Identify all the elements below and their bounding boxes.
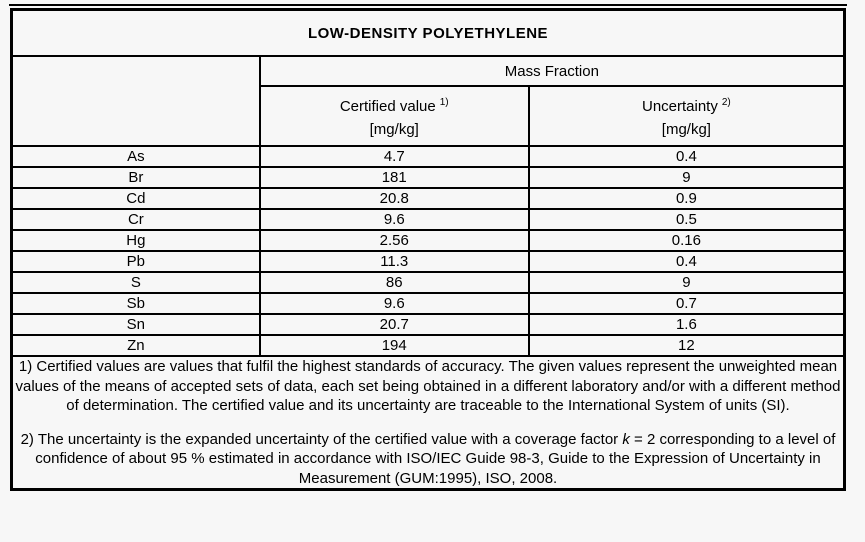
certified-value-cell: 194: [258, 334, 530, 357]
certified-value-label: Certified value: [339, 98, 436, 115]
footnote-1: 1) Certified values are values that fulf…: [15, 358, 841, 414]
uncertainty-cell: 9: [527, 166, 846, 189]
element-cell: Cd: [10, 187, 261, 210]
certified-value-cell: 86: [258, 271, 530, 294]
element-cell: Hg: [10, 229, 261, 252]
footnote-2-text-end: = 2 corresponding to a level of confiden…: [35, 430, 836, 487]
footnote-2-text-start: 2) The uncertainty is the expanded uncer…: [20, 430, 623, 448]
uncertainty-cell: 9: [527, 271, 846, 294]
table-row: Cd 20.8 0.9: [10, 187, 846, 210]
certified-value-cell: 2.56: [258, 229, 530, 252]
certified-value-header: Certified value 1) [mg/kg]: [258, 85, 530, 147]
uncertainty-cell: 0.16: [527, 229, 846, 252]
table-row: Br 181 9: [10, 166, 846, 189]
title-row: LOW-DENSITY POLYETHYLENE: [10, 8, 846, 57]
table-row: Pb 11.3 0.4: [10, 250, 846, 273]
certified-value-cell: 4.7: [258, 145, 530, 168]
table-row: As 4.7 0.4: [10, 145, 846, 168]
element-cell: Pb: [10, 250, 261, 273]
uncertainty-cell: 0.5: [527, 208, 846, 231]
table-row: S 86 9: [10, 271, 846, 294]
certified-value-cell: 181: [258, 166, 530, 189]
element-cell: S: [10, 271, 261, 294]
certified-value-cell: 9.6: [258, 208, 530, 231]
uncertainty-cell: 0.4: [527, 145, 846, 168]
table-row: Cr 9.6 0.5: [10, 208, 846, 231]
table-row: Sb 9.6 0.7: [10, 292, 846, 315]
certified-value-unit: [mg/kg]: [369, 121, 419, 138]
uncertainty-cell: 0.9: [527, 187, 846, 210]
footnote-ref-2: 2): [721, 97, 731, 108]
certified-value-cell: 20.7: [258, 313, 530, 336]
certified-value-cell: 20.8: [258, 187, 530, 210]
table-row: Hg 2.56 0.16: [10, 229, 846, 252]
uncertainty-cell: 0.7: [527, 292, 846, 315]
certificate-table: LOW-DENSITY POLYETHYLENE Mass Fraction C…: [10, 8, 846, 491]
certified-value-cell: 11.3: [258, 250, 530, 273]
corner-empty-cell: [10, 55, 261, 147]
footnote-ref-1: 1): [439, 97, 449, 108]
footnote-2: 2) The uncertainty is the expanded uncer…: [13, 430, 843, 489]
element-cell: Sn: [10, 313, 261, 336]
uncertainty-unit: [mg/kg]: [661, 121, 711, 138]
column-header-row: Certified value 1) [mg/kg] Uncertainty 2) …: [12, 85, 846, 147]
element-cell: Sb: [10, 292, 261, 315]
element-cell: As: [10, 145, 261, 168]
element-cell: Cr: [10, 208, 261, 231]
uncertainty-label: Uncertainty: [641, 98, 718, 115]
certificate-sheet: LOW-DENSITY POLYETHYLENE Mass Fraction C…: [9, 4, 847, 491]
mass-fraction-header: Mass Fraction: [258, 55, 846, 87]
coverage-factor-k: k: [622, 430, 630, 448]
footnotes-section: 1) Certified values are values that fulf…: [10, 355, 846, 491]
footnotes-row: 1) Certified values are values that fulf…: [10, 355, 846, 491]
certified-value-cell: 9.6: [258, 292, 530, 315]
uncertainty-cell: 0.4: [527, 250, 846, 273]
uncertainty-cell: 1.6: [527, 313, 846, 336]
table-row: Zn 194 12: [10, 334, 846, 357]
uncertainty-cell: 12: [527, 334, 846, 357]
uncertainty-header: Uncertainty 2) [mg/kg]: [527, 85, 846, 147]
page-title: LOW-DENSITY POLYETHYLENE: [10, 8, 846, 57]
element-cell: Zn: [10, 334, 261, 357]
group-header-row: Mass Fraction: [10, 55, 846, 147]
element-cell: Br: [10, 166, 261, 189]
table-row: Sn 20.7 1.6: [10, 313, 846, 336]
